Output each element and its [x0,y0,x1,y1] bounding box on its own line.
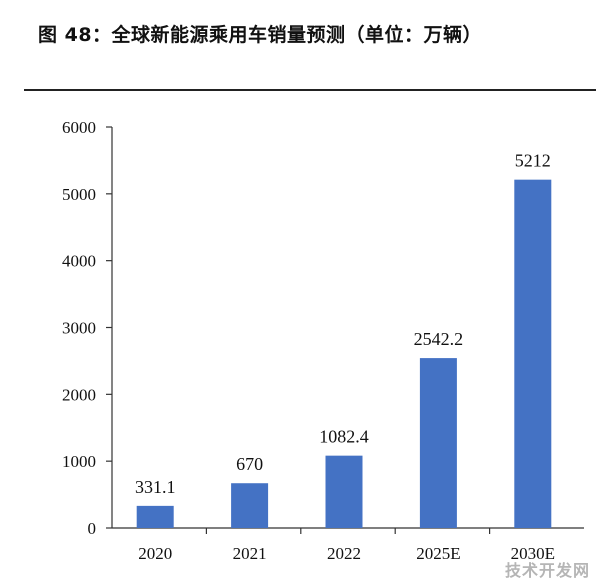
y-tick-label: 4000 [62,252,96,271]
y-tick-label: 3000 [62,319,96,338]
data-label: 670 [236,454,263,474]
figure-title: 图 48：全球新能源乘用车销量预测（单位：万辆） [38,24,483,46]
x-axis: 2020 2021 2022 2025E 2030E [112,527,584,563]
x-tick-label: 2025E [416,544,460,563]
y-tick-label: 5000 [62,185,96,204]
x-tick-label: 2020 [138,544,172,563]
x-tick-label: 2021 [233,544,267,563]
watermark-text: 技术开发网 [504,561,590,580]
x-tick-label: 2022 [327,544,361,563]
bar-2020 [136,505,174,528]
bar-2025e [419,358,457,528]
y-tick-label: 1000 [62,452,96,471]
y-tick-label: 6000 [62,118,96,137]
title-divider [24,89,596,91]
bar-2022 [325,455,363,528]
data-label: 5212 [515,151,551,171]
data-label: 2542.2 [414,329,464,349]
y-axis: 0 1000 2000 3000 4000 5000 6000 [62,118,113,538]
data-label: 331.1 [135,477,176,497]
bars [136,179,552,528]
x-tick-label: 2030E [511,544,555,563]
y-tick-label: 0 [88,519,97,538]
bar-2021 [231,483,269,528]
data-label: 1082.4 [319,427,369,447]
bar-2030e [514,179,552,528]
data-labels: 331.1 670 1082.4 2542.2 5212 [135,151,551,497]
y-tick-label: 2000 [62,385,96,404]
